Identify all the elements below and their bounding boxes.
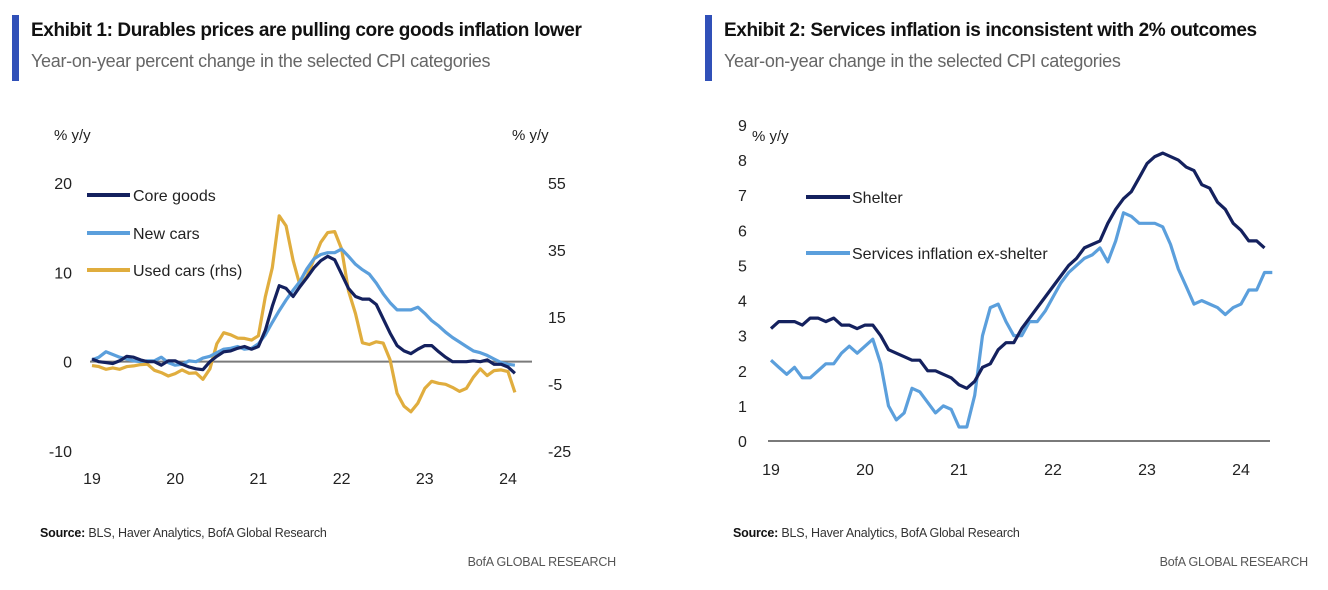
source-label: Source: (733, 526, 779, 540)
left-axis-label: % y/y (54, 127, 91, 144)
exhibit-subtitle: Year-on-year change in the selected CPI … (724, 51, 1121, 71)
y-tick-label: 8 (738, 153, 747, 170)
series-line-core-goods (91, 254, 516, 375)
exhibit-1-panel: Exhibit 1: Durables prices are pulling c… (12, 15, 617, 569)
source-label: Source: (40, 526, 86, 540)
y2-tick-label: 35 (548, 243, 566, 260)
x-tick-label: 21 (950, 462, 968, 479)
left-axis-label: % y/y (752, 128, 789, 145)
x-tick-label: 22 (333, 471, 351, 488)
source-note: Source: BLS, Haver Analytics, BofA Globa… (40, 526, 327, 540)
exhibit-subtitle: Year-on-year percent change in the selec… (31, 51, 491, 71)
y-tick-label: 7 (738, 188, 747, 205)
y2-tick-label: 55 (548, 176, 566, 193)
x-tick-label: 19 (762, 462, 780, 479)
y-tick-label: 0 (63, 355, 72, 372)
exhibit-2-panel: Exhibit 2: Services inflation is inconsi… (664, 0, 1328, 590)
y-tick-label: 3 (738, 329, 747, 346)
series-line-services-inflation-ex-shelter (769, 211, 1273, 429)
y-tick-label: 5 (738, 258, 747, 275)
legend-label: Core goods (133, 188, 216, 205)
source-text: BLS, Haver Analytics, BofA Global Resear… (778, 526, 1020, 540)
legend-label: Shelter (852, 190, 903, 207)
x-tick-label: 22 (1044, 462, 1062, 479)
exhibit-title: Exhibit 2: Services inflation is inconsi… (724, 20, 1257, 41)
series-line-used-cars-rhs (91, 214, 517, 414)
x-tick-label: 20 (856, 462, 874, 479)
y2-tick-label: -25 (548, 444, 571, 461)
x-tick-label: 24 (499, 471, 517, 488)
exhibit-title: Exhibit 1: Durables prices are pulling c… (31, 20, 582, 41)
source-note: Source: BLS, Haver Analytics, BofA Globa… (733, 526, 1020, 540)
x-tick-label: 23 (1138, 462, 1156, 479)
legend-label: New cars (133, 226, 200, 243)
y-tick-label: 6 (738, 223, 747, 240)
y-tick-label: 1 (738, 399, 747, 416)
exhibit-accent-bar (705, 15, 712, 81)
series-line-new-cars (91, 247, 516, 367)
y-tick-label: -10 (49, 444, 72, 461)
legend-label: Services inflation ex-shelter (852, 246, 1048, 263)
y-tick-label: 9 (738, 118, 747, 135)
brand-footer: BofA GLOBAL RESEARCH (1159, 555, 1309, 569)
exhibit-accent-bar (12, 15, 19, 81)
brand-footer: BofA GLOBAL RESEARCH (467, 555, 617, 569)
x-tick-label: 23 (416, 471, 434, 488)
y-tick-label: 10 (54, 265, 72, 282)
y-tick-label: 0 (738, 434, 747, 451)
y-tick-label: 4 (738, 294, 747, 311)
x-tick-label: 20 (166, 471, 184, 488)
exhibit-1-chart: % y/y % y/y 20 10 0 -10 55 35 15 -5 -25 19 20 21 2… (49, 127, 571, 488)
y-tick-label: 20 (54, 176, 72, 193)
right-axis-label: % y/y (512, 127, 549, 144)
y2-tick-label: -5 (548, 377, 562, 394)
y-tick-label: 2 (738, 364, 747, 381)
series-line-shelter (769, 151, 1266, 390)
source-text: BLS, Haver Analytics, BofA Global Resear… (85, 526, 327, 540)
x-tick-label: 24 (1232, 462, 1250, 479)
y2-tick-label: 15 (548, 310, 566, 327)
x-tick-label: 21 (250, 471, 268, 488)
legend-label: Used cars (rhs) (133, 263, 242, 280)
x-tick-label: 19 (83, 471, 101, 488)
